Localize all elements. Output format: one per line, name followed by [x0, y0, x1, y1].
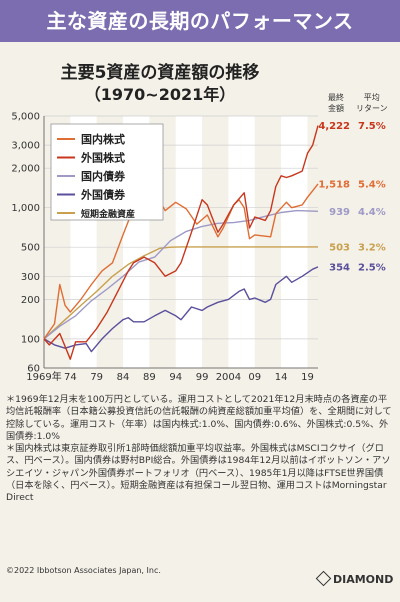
y-tick-label: 3,000 [11, 141, 40, 152]
x-tick-label: 09 [248, 372, 261, 383]
x-tick-label: 79 [90, 372, 103, 383]
footnotes: ＊1969年12月末を100万円としている。運用コストとして2021年12月末時… [6, 394, 394, 505]
final-amount-header-line2: 金額 [328, 104, 344, 113]
final-amount-label: 4,222 [318, 121, 350, 132]
y-tick-label: 100 [21, 334, 40, 345]
x-tick-label: 74 [64, 372, 77, 383]
legend-label: 国内債券 [81, 169, 126, 183]
legend-label: 短期金融資産 [81, 208, 135, 220]
x-tick-label: 1969年 [26, 370, 61, 383]
series-line-foreign-stock [43, 125, 319, 360]
chart-subtitle: （1970~2021年） [84, 85, 236, 104]
x-tick-label: 99 [196, 372, 209, 383]
avg-return-label: 3.2% [358, 242, 386, 253]
y-tick-label: 300 [21, 272, 40, 283]
chart-title: 主要5資産の資産額の推移 [60, 63, 260, 83]
x-tick-label: 19 [301, 372, 314, 383]
diamond-icon [315, 570, 332, 587]
legend-label: 外国株式 [80, 151, 125, 165]
y-tick-label: 2,000 [11, 164, 40, 175]
final-amount-label: 354 [329, 262, 350, 273]
final-amount-label: 1,518 [318, 179, 350, 190]
brand-logo: DIAMOND [315, 570, 394, 587]
final-amount-header-line1: 最終 [328, 93, 344, 102]
final-amount-label: 939 [329, 207, 350, 218]
y-tick-label: 5,000 [11, 112, 40, 123]
copyright: ©2022 Ibbotson Associates Japan, Inc. [6, 566, 161, 575]
avg-return-label: 7.5% [358, 121, 386, 132]
avg-return-header-line2: リターン [356, 104, 388, 113]
y-tick-label: 1,000 [11, 203, 40, 214]
x-tick-label: 94 [169, 372, 182, 383]
x-tick-label: 84 [117, 372, 130, 383]
year-band [228, 116, 255, 368]
y-tick-label: 500 [21, 243, 40, 254]
series-line-foreign-bond [43, 266, 319, 353]
legend-label: 国内株式 [81, 132, 125, 146]
brand-name: DIAMOND [333, 573, 394, 586]
x-tick-label: 2004 [216, 372, 241, 383]
avg-return-label: 4.4% [358, 207, 386, 218]
final-amount-label: 503 [329, 242, 350, 253]
banner-title: 主な資産の長期のパフォーマンス [0, 0, 400, 42]
avg-return-label: 2.5% [358, 262, 386, 273]
avg-return-header-line1: 平均 [363, 93, 380, 102]
year-band [281, 116, 308, 368]
footnote-sources: ＊国内株式は東京証券取引所1部時価総額加重平均収益率。外国株式はMSCIコクサイ… [6, 443, 391, 504]
y-tick-label: 200 [21, 295, 40, 306]
avg-return-header: 平均 リターン [356, 92, 388, 114]
x-tick-label: 89 [143, 372, 156, 383]
avg-return-label: 5.4% [358, 179, 386, 190]
legend-label: 外国債券 [80, 188, 126, 202]
series-line-short-term [43, 246, 318, 340]
y-tick-label: 60 [27, 364, 40, 375]
x-tick-label: 14 [275, 372, 288, 383]
footnote-cost: ＊1969年12月末を100万円としている。運用コストとして2021年12月末時… [6, 394, 392, 442]
series-line-domestic-stock [43, 170, 319, 340]
final-amount-header: 最終 金額 [328, 92, 344, 114]
year-band [175, 116, 203, 368]
